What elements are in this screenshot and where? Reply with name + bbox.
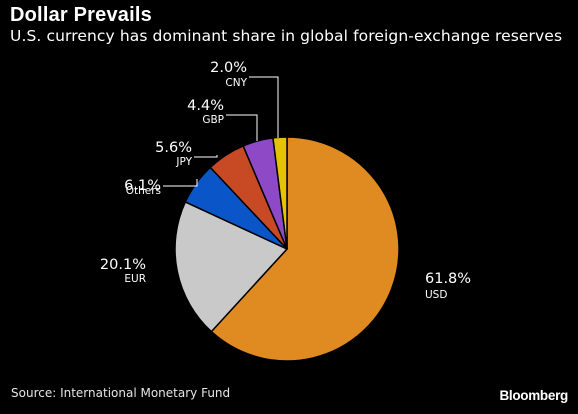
chart-subtitle: U.S. currency has dominant share in glob…: [10, 27, 563, 45]
pie-slice-eur: [174, 200, 289, 333]
category-label-eur: EUR: [124, 273, 146, 285]
category-label-others: Others: [126, 185, 161, 197]
value-label-eur: 20.1%: [100, 257, 146, 273]
leader-line-jpy: [194, 155, 218, 158]
category-label-usd: USD: [425, 289, 447, 301]
value-label-cny: 2.0%: [210, 60, 247, 76]
leader-lines: [163, 76, 279, 187]
category-label-jpy: JPY: [175, 156, 192, 168]
data-labels: 61.8% USD 20.1%EUR 6.1%Others 5.6%JPY 4.4%GBP…: [100, 60, 471, 301]
value-label-jpy: 5.6%: [155, 140, 192, 156]
pie-slice-cny: [272, 136, 288, 250]
leader-line-gbp: [226, 114, 258, 141]
pie-slice-usd: [210, 136, 400, 362]
leader-line-cny: [249, 76, 279, 138]
value-label-gbp: 4.4%: [187, 98, 224, 114]
chart-title: Dollar Prevails: [10, 4, 152, 26]
pie-slices: [174, 136, 400, 362]
leader-line-others: [163, 179, 198, 187]
source-note: Source: International Monetary Fund: [11, 386, 231, 400]
bloomberg-logo: Bloomberg: [499, 388, 568, 403]
category-label-gbp: GBP: [202, 114, 224, 126]
category-label-cny: CNY: [225, 77, 247, 89]
value-label-usd: 61.8%: [425, 271, 471, 287]
value-label-others: 6.1%: [124, 178, 161, 194]
